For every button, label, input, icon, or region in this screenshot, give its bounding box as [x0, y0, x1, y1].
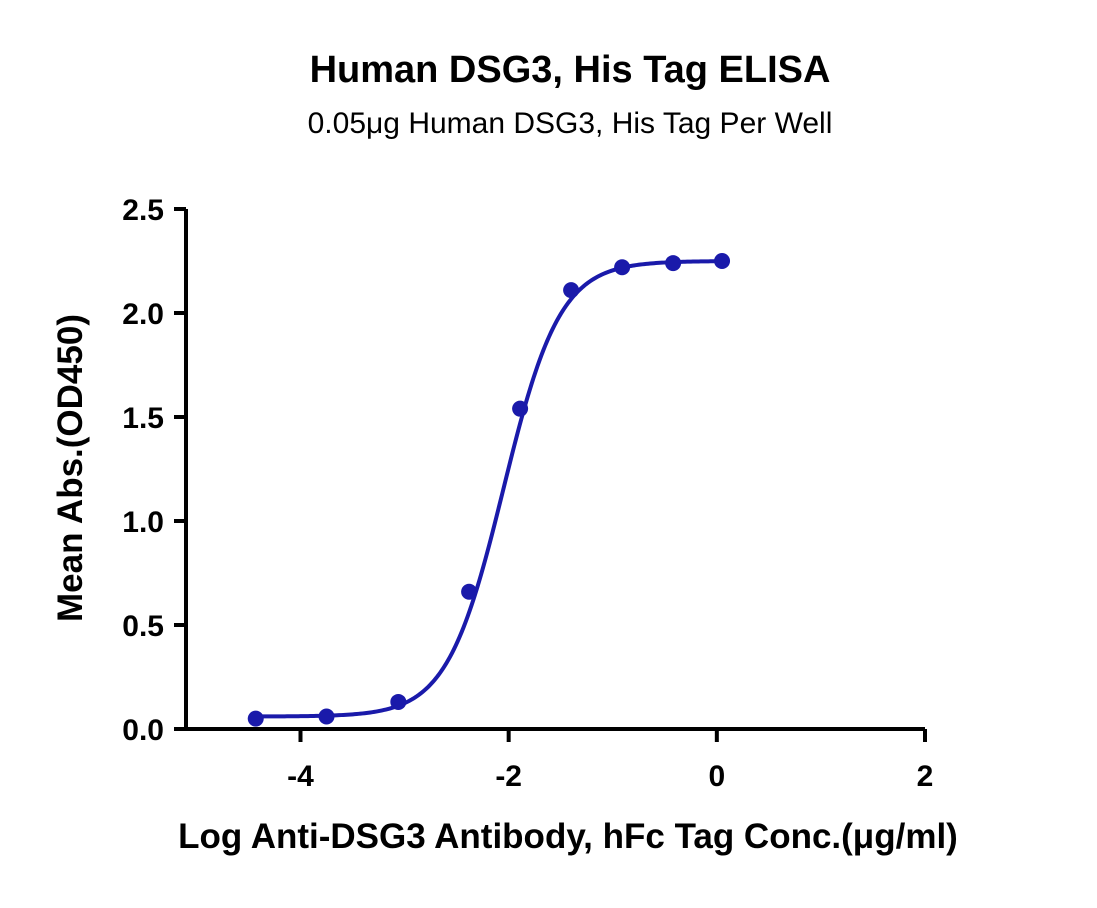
- data-point: [390, 693, 407, 710]
- y-tick-label: 0.0: [122, 714, 164, 747]
- axes: 0.0 0.5 1.0 1.5 2.0 2.5 -4 -2 0 2: [122, 194, 933, 793]
- data-point: [247, 710, 264, 727]
- x-tick-label: 2: [917, 760, 934, 793]
- y-tick-label: 2.5: [122, 194, 164, 227]
- y-tick-label: 1.0: [122, 506, 164, 539]
- x-tick-label: -2: [495, 760, 522, 793]
- x-tick-label: -4: [287, 760, 314, 793]
- chart-subtitle: 0.05μg Human DSG3, His Tag Per Well: [308, 107, 833, 140]
- y-tick-label: 1.5: [122, 402, 164, 435]
- chart-title: Human DSG3, His Tag ELISA: [310, 49, 831, 91]
- data-point: [714, 253, 731, 269]
- data-point: [665, 255, 682, 272]
- y-tick-label: 2.0: [122, 298, 164, 331]
- fit-curve: [255, 259, 723, 719]
- x-tick-label: 0: [708, 760, 725, 793]
- y-axis-title: Mean Abs.(OD450): [51, 314, 90, 622]
- data-point: [318, 708, 335, 725]
- x-ticks: -4 -2 0 2: [287, 729, 933, 793]
- y-tick-label: 0.5: [122, 610, 164, 643]
- data-point: [512, 400, 529, 417]
- series-layer: [247, 253, 731, 727]
- x-axis-title: Log Anti-DSG3 Antibody, hFc Tag Conc.(μg…: [178, 817, 958, 856]
- y-ticks: 0.0 0.5 1.0 1.5 2.0 2.5: [122, 194, 186, 747]
- data-point: [461, 583, 478, 600]
- data-point: [563, 282, 580, 299]
- data-point: [614, 259, 631, 276]
